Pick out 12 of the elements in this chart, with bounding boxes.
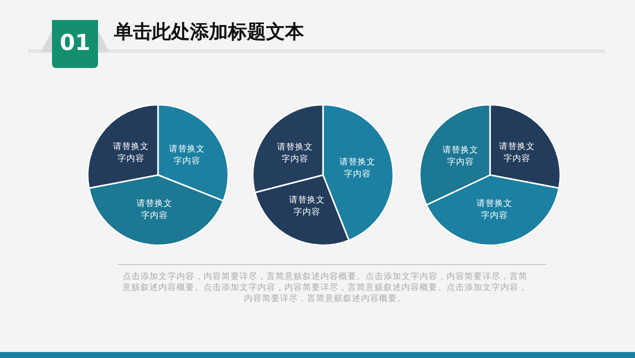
slice-label: 请替换文字内容 <box>136 198 173 222</box>
slice-label: 请替换文字内容 <box>289 194 326 218</box>
slice-label: 请替换文字内容 <box>476 198 512 222</box>
slice-label: 请替换文字内容 <box>169 143 206 166</box>
slice-label: 请替换文字内容 <box>442 144 478 168</box>
chart-title: 单击此处添加标题文本 <box>114 20 304 45</box>
slice-label: 请替换文字内容 <box>499 140 536 164</box>
text: 点击添加文字内容，内容简要详尽，言简意赅叙述内容概要。点击添加文字内容，内容简要详尽，言简意赅叙述内容概要。点击添加文字内容，内容简要详尽，言简意赅叙述内容概要。点击添加文字内容，内容简要详尽，言简意赅叙述内容概要。 <box>122 272 528 305</box>
slice-label: 请替换文字内容 <box>340 156 376 180</box>
slice-label: 请替换文字内容 <box>112 140 149 164</box>
text: 01 <box>52 20 98 68</box>
slice-label: 请替换文字内容 <box>277 142 314 165</box>
